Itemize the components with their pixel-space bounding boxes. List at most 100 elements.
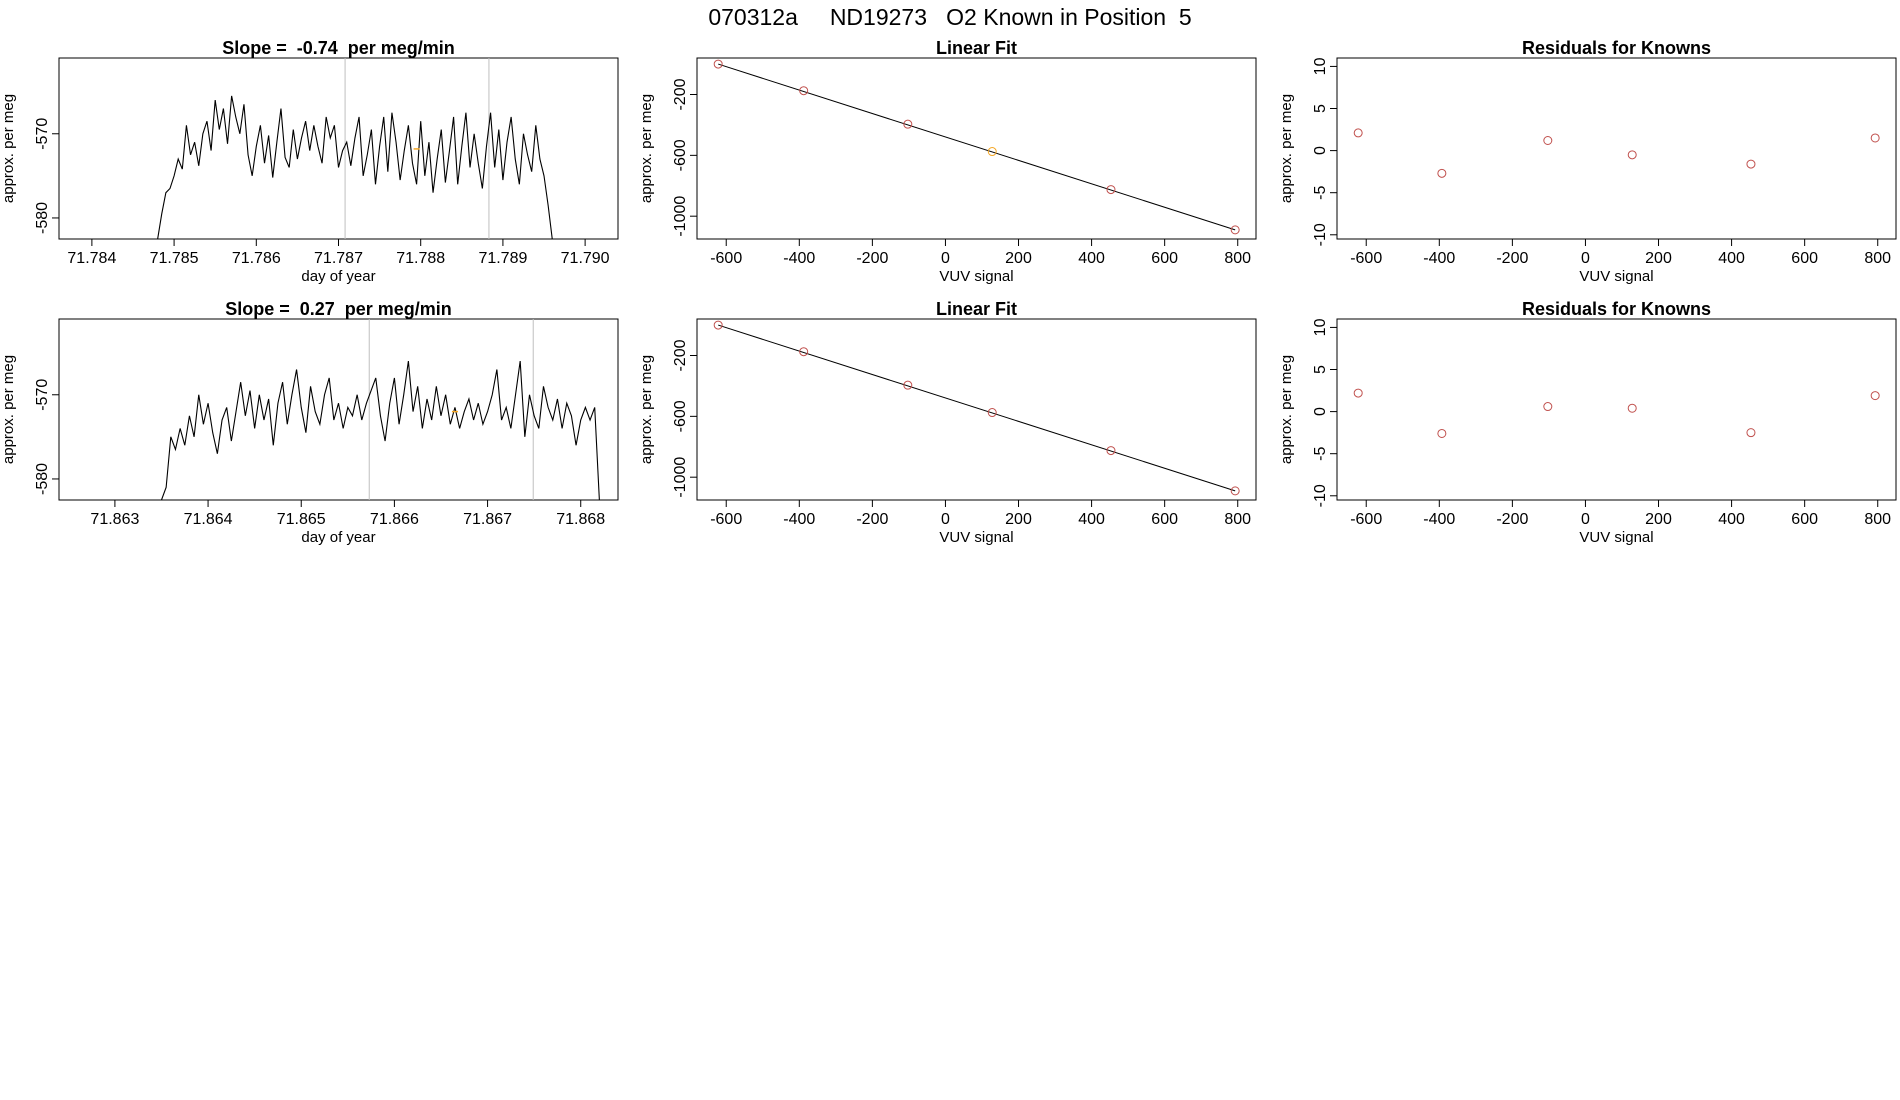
plot-area (718, 63, 1236, 231)
plot-area (157, 58, 553, 239)
y-tick-label: -10 (1312, 484, 1329, 507)
chart-panel-2: Linear Fit -600 -400 -200 0 200 400 600 800 -1000… (638, 38, 1257, 285)
chart-panel-4: Slope = 0.27 per meg/min 71.863 71.864 71.8… (0, 299, 619, 546)
y-tick-label: -600 (672, 139, 689, 171)
y-tick-label: -570 (34, 118, 51, 150)
chart-title: Linear Fit (936, 299, 1017, 319)
data-point (1627, 150, 1637, 160)
y-tick-label: -580 (34, 202, 51, 234)
data-point (799, 86, 809, 96)
x-tick-label: -600 (710, 250, 742, 267)
y-tick-label: -580 (34, 463, 51, 495)
x-tick-label: 400 (1078, 511, 1105, 528)
x-tick-label: 71.788 (396, 250, 445, 267)
data-point (799, 347, 809, 357)
x-tick-label: 71.863 (90, 511, 139, 528)
y-axis-label: approx. per meg (0, 94, 17, 203)
data-point (1353, 128, 1363, 138)
y-tick-label: 5 (1312, 365, 1329, 374)
x-tick-label: -400 (1423, 511, 1455, 528)
x-tick-label: 800 (1864, 250, 1891, 267)
chart-panel-6: Residuals for Knowns -600 -400 -200 0 200 400 6… (1278, 299, 1897, 546)
x-tick-label: 600 (1791, 511, 1818, 528)
x-tick-label: -600 (1350, 511, 1382, 528)
x-tick-label: 71.868 (556, 511, 605, 528)
x-tick-label: 0 (1581, 511, 1590, 528)
data-point (1230, 225, 1240, 235)
x-tick-label: 71.866 (370, 511, 419, 528)
data-point (1543, 402, 1553, 412)
fit-line (718, 63, 1236, 231)
data-point (1106, 446, 1116, 456)
x-tick-label: -400 (783, 511, 815, 528)
x-tick-label: -200 (856, 511, 888, 528)
y-tick-label: 5 (1312, 104, 1329, 113)
page-title: 070312a ND19273 O2 Known in Position 5 (708, 4, 1192, 30)
plot-frame (1336, 57, 1897, 240)
data-point (1437, 428, 1447, 438)
x-tick-label: 71.867 (463, 511, 512, 528)
x-axis-label: day of year (301, 529, 375, 546)
x-tick-label: 71.790 (561, 250, 610, 267)
y-tick-label: -5 (1312, 185, 1329, 199)
x-tick-label: 71.865 (277, 511, 326, 528)
series-line (157, 95, 553, 239)
x-tick-label: -400 (783, 250, 815, 267)
x-tick-label: -200 (1496, 250, 1528, 267)
x-tick-label: 71.864 (184, 511, 233, 528)
x-tick-label: 0 (941, 250, 950, 267)
data-point (1870, 133, 1880, 143)
x-tick-label: 200 (1005, 250, 1032, 267)
data-point (1627, 403, 1637, 413)
data-point (1746, 159, 1756, 169)
y-tick-label: -200 (672, 339, 689, 371)
plot-area (160, 319, 600, 500)
x-axis-label: VUV signal (1579, 268, 1653, 285)
y-tick-label: -10 (1312, 223, 1329, 246)
x-tick-label: 71.785 (150, 250, 199, 267)
data-point (987, 147, 997, 157)
x-tick-label: 71.787 (314, 250, 363, 267)
plot-frame (1336, 318, 1897, 501)
plot-frame (58, 318, 619, 501)
y-axis-label: approx. per meg (638, 355, 655, 464)
y-axis-label: approx. per meg (1278, 355, 1295, 464)
x-tick-label: 200 (1645, 250, 1672, 267)
y-tick-label: 10 (1312, 57, 1329, 75)
data-point (1746, 428, 1756, 438)
x-tick-label: 0 (1581, 250, 1590, 267)
chart-title: Linear Fit (936, 38, 1017, 58)
data-point (1106, 185, 1116, 195)
plot-frame (696, 318, 1257, 501)
y-tick-label: 10 (1312, 318, 1329, 336)
chart-title: Residuals for Knowns (1522, 38, 1711, 58)
chart-panel-5: Linear Fit -600 -400 -200 0 200 400 600 800 -1000… (638, 299, 1257, 546)
chart-title: Slope = 0.27 per meg/min (225, 299, 452, 319)
x-tick-label: 800 (1224, 250, 1251, 267)
x-axis-label: VUV signal (939, 268, 1013, 285)
x-tick-label: -600 (1350, 250, 1382, 267)
x-tick-label: 200 (1645, 511, 1672, 528)
y-axis-label: approx. per meg (638, 94, 655, 203)
y-tick-label: -570 (34, 379, 51, 411)
data-point (903, 119, 913, 129)
x-tick-label: 400 (1718, 250, 1745, 267)
y-axis-label: approx. per meg (1278, 94, 1295, 203)
plot-frame (696, 57, 1257, 240)
x-tick-label: 800 (1224, 511, 1251, 528)
y-tick-label: -5 (1312, 446, 1329, 460)
x-tick-label: 600 (1151, 250, 1178, 267)
y-tick-label: -1000 (672, 457, 689, 498)
x-tick-label: 800 (1864, 511, 1891, 528)
y-tick-label: -200 (672, 78, 689, 110)
plot-area (718, 324, 1236, 492)
y-axis-label: approx. per meg (0, 355, 17, 464)
data-point (1230, 486, 1240, 496)
x-tick-label: -200 (1496, 511, 1528, 528)
data-point (903, 380, 913, 390)
data-point (1543, 136, 1553, 146)
x-tick-label: -200 (856, 250, 888, 267)
fit-line (718, 324, 1236, 492)
y-tick-label: -1000 (672, 196, 689, 237)
